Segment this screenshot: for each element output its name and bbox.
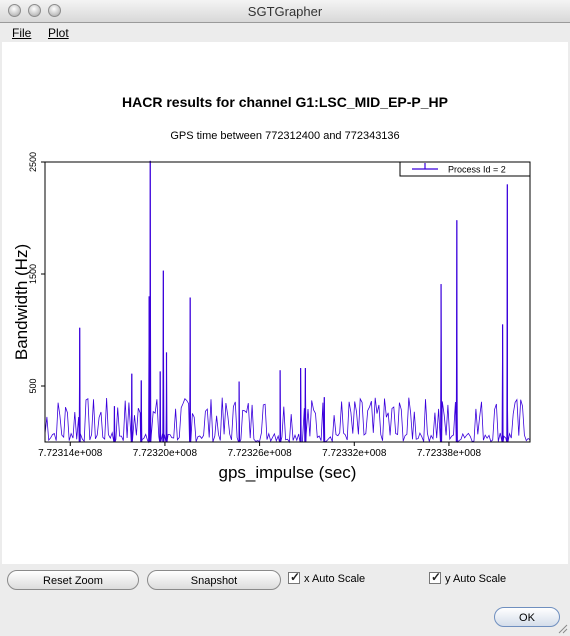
window-title: SGTGrapher <box>247 4 323 19</box>
y-tick-label: 2500 <box>28 152 38 172</box>
menu-plot[interactable]: Plot <box>48 26 69 40</box>
plot-frame <box>44 161 531 443</box>
checkmark-icon: ✓ <box>431 570 442 584</box>
x-axis-label: gps_impulse (sec) <box>219 463 357 482</box>
plot-subtitle: GPS time between 772312400 and 772343136 <box>170 130 400 142</box>
x-tick-label: 7.72326e+008 <box>227 448 292 459</box>
reset-zoom-button[interactable]: Reset Zoom <box>7 570 139 590</box>
y-axis-label: Bandwidth (Hz) <box>12 244 31 360</box>
zoom-window-button[interactable] <box>48 4 61 17</box>
x-tick-label: 7.72314e+008 <box>38 448 103 459</box>
y-auto-scale-label: y Auto Scale <box>445 573 507 585</box>
y-auto-scale-box[interactable]: ✓ <box>429 570 442 584</box>
series-line <box>44 160 531 444</box>
legend-label: Process Id = 2 <box>448 165 506 175</box>
ok-button[interactable]: OK <box>494 607 560 627</box>
y-tick-label: 500 <box>28 378 38 393</box>
menu-file[interactable]: File <box>12 26 32 40</box>
y-tick-label: 1500 <box>28 264 38 284</box>
legend-box <box>399 161 531 177</box>
x-auto-scale-checkbox[interactable]: ✓ x Auto Scale <box>288 570 366 585</box>
snapshot-button[interactable]: Snapshot <box>147 570 281 590</box>
close-window-button[interactable] <box>8 4 21 17</box>
plot-panel[interactable]: HACR results for channel G1:LSC_MID_EP-P… <box>2 42 568 564</box>
x-tick-label: 7.72338e+008 <box>417 448 482 459</box>
bandwidth-chart[interactable]: 500 1500 2500 7.72314e+008 7.72320e+008 7.723… <box>2 42 568 564</box>
x-tick-label: 7.72320e+008 <box>133 448 198 459</box>
minimize-window-button[interactable] <box>28 4 41 17</box>
resize-grip-icon[interactable] <box>557 623 568 634</box>
y-auto-scale-checkbox[interactable]: ✓ y Auto Scale <box>429 570 507 585</box>
menu-bar: File Plot <box>0 23 570 41</box>
x-auto-scale-label: x Auto Scale <box>304 573 366 585</box>
x-tick-label: 7.72332e+008 <box>322 448 387 459</box>
checkmark-icon: ✓ <box>290 570 301 584</box>
plot-title: HACR results for channel G1:LSC_MID_EP-P… <box>122 94 448 110</box>
title-bar: SGTGrapher <box>0 0 570 23</box>
x-auto-scale-box[interactable]: ✓ <box>288 570 301 584</box>
